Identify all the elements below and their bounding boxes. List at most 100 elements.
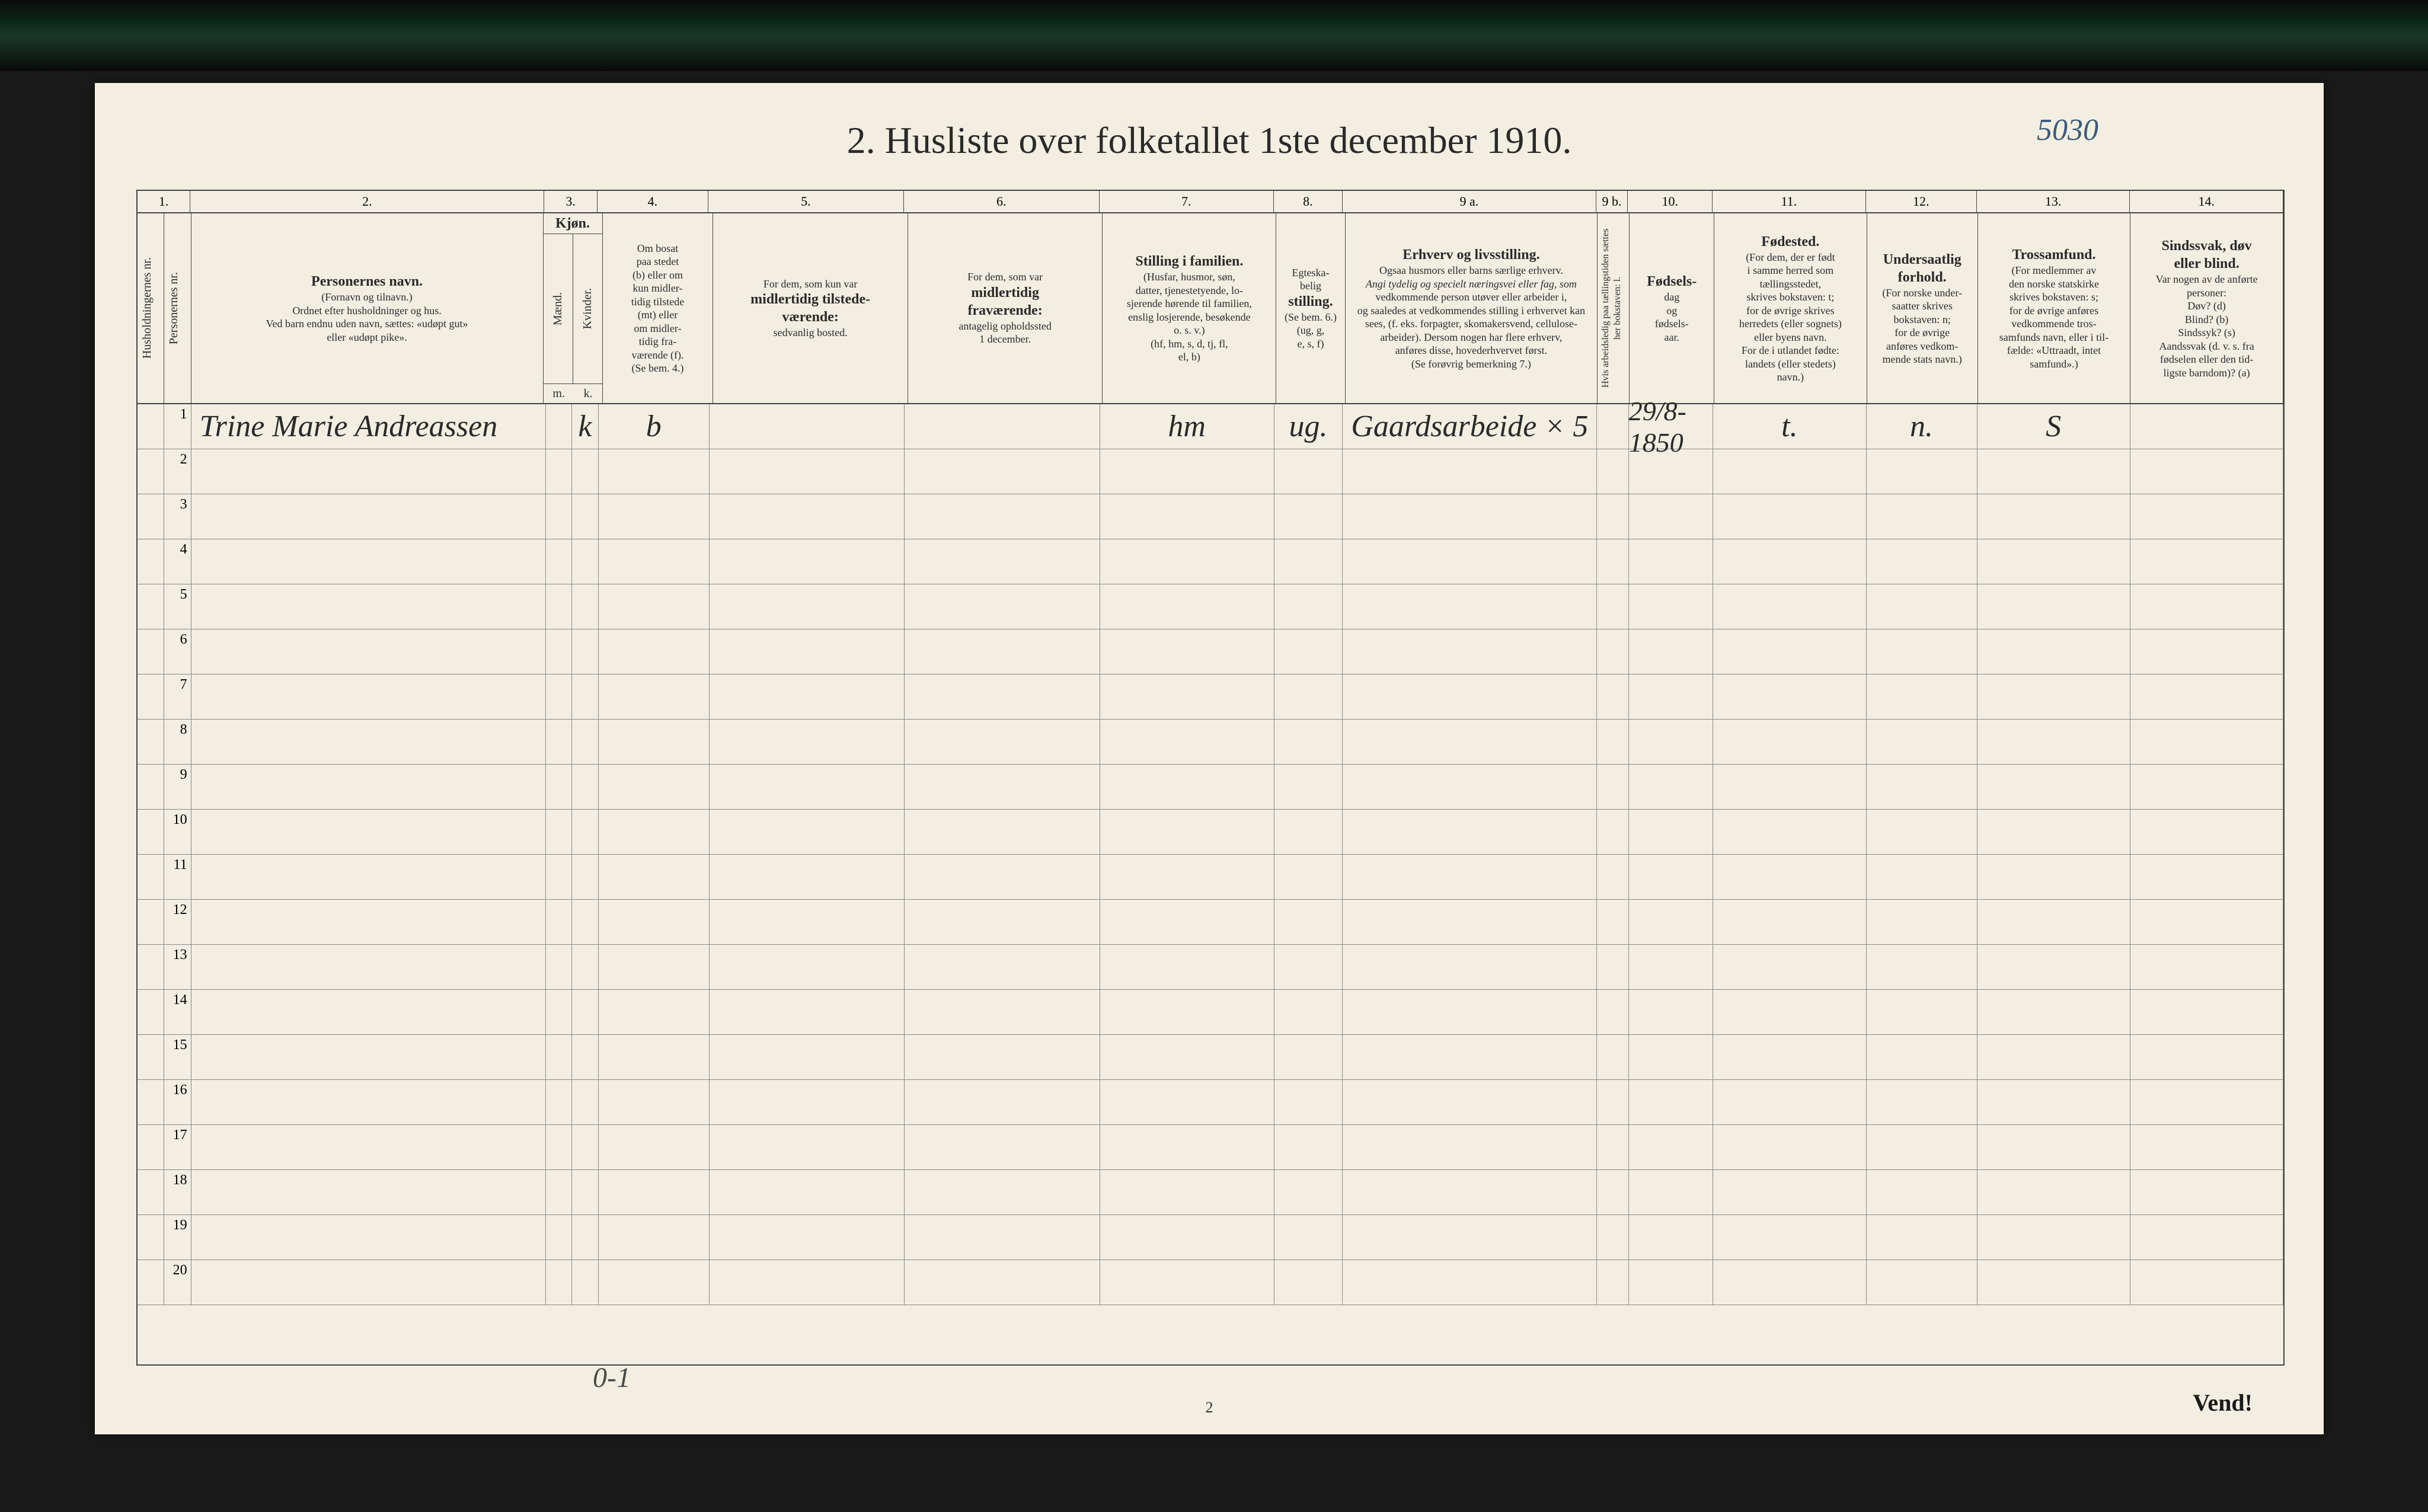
data-cell [1713, 584, 1866, 629]
data-cell [1713, 765, 1866, 810]
row-number: 5 [164, 584, 191, 629]
data-cell [546, 990, 573, 1035]
data-cell [1629, 900, 1714, 945]
table-row: 1Trine Marie Andreassenkbhmug.Gaardsarbe… [138, 404, 2283, 449]
data-cell [1274, 1080, 1343, 1125]
data-cell [1713, 720, 1866, 765]
column-header: Fødested.(For dem, der er fødti samme he… [1714, 213, 1867, 403]
row-number [138, 810, 164, 855]
data-cell [191, 765, 546, 810]
data-cell [191, 1170, 546, 1215]
data-cell [1100, 494, 1274, 539]
data-cell [191, 1035, 546, 1080]
data-cell [710, 1125, 905, 1170]
data-cell [2130, 810, 2283, 855]
data-cell [1867, 990, 1977, 1035]
data-cell [1343, 1170, 1597, 1215]
data-cell [1597, 900, 1629, 945]
data-cell [1100, 990, 1274, 1035]
data-cell [1713, 1080, 1866, 1125]
data-cell [1597, 539, 1629, 584]
data-cell: t. [1713, 404, 1866, 449]
table-body: 1Trine Marie Andreassenkbhmug.Gaardsarbe… [138, 404, 2283, 1305]
data-cell [710, 1170, 905, 1215]
data-cell [1629, 449, 1714, 494]
column-header: Egteska-beligstilling.(Se bem. 6.)(ug, g… [1276, 213, 1345, 403]
data-cell [1100, 449, 1274, 494]
column-header: For dem, som kun varmidlertidig tilstede… [713, 213, 908, 403]
data-cell [546, 765, 573, 810]
page-number: 2 [1206, 1399, 1213, 1417]
row-number [138, 1080, 164, 1125]
data-cell [1274, 629, 1343, 675]
data-cell [1274, 945, 1343, 990]
data-cell [1629, 1170, 1714, 1215]
data-cell [2130, 1260, 2283, 1305]
data-cell [599, 720, 710, 765]
data-cell [572, 990, 599, 1035]
table-row: 16 [138, 1080, 2283, 1125]
table-row: 10 [138, 810, 2283, 855]
data-cell [1713, 810, 1866, 855]
data-cell [2130, 720, 2283, 765]
data-cell [1597, 1035, 1629, 1080]
table-row: 7 [138, 675, 2283, 720]
data-cell [191, 675, 546, 720]
data-cell [572, 584, 599, 629]
data-cell [905, 539, 1100, 584]
column-number: 11. [1713, 191, 1866, 212]
data-cell [1713, 855, 1866, 900]
data-cell [905, 945, 1100, 990]
data-cell [599, 449, 710, 494]
data-cell [2130, 900, 2283, 945]
table-row: 9 [138, 765, 2283, 810]
data-cell [1100, 1260, 1274, 1305]
data-cell [1867, 539, 1977, 584]
data-cell [1977, 855, 2130, 900]
row-number: 4 [164, 539, 191, 584]
data-cell [191, 990, 546, 1035]
row-number: 14 [164, 990, 191, 1035]
data-cell [2130, 990, 2283, 1035]
data-cell [1274, 494, 1343, 539]
table-row: 11 [138, 855, 2283, 900]
data-cell [546, 945, 573, 990]
data-cell [1629, 584, 1714, 629]
data-cell [2130, 675, 2283, 720]
film-strip-border [0, 0, 2428, 71]
table-row: 20 [138, 1260, 2283, 1305]
data-cell [1100, 584, 1274, 629]
census-table: 1.2.3.4.5.6.7.8.9 a.9 b.10.11.12.13.14. … [136, 190, 2285, 1366]
data-cell [905, 494, 1100, 539]
data-cell [546, 629, 573, 675]
data-cell [1713, 675, 1866, 720]
data-cell [191, 1215, 546, 1260]
data-cell [1274, 765, 1343, 810]
data-cell [1629, 1035, 1714, 1080]
data-cell [1100, 1170, 1274, 1215]
data-cell: Trine Marie Andreassen [191, 404, 546, 449]
data-cell [1274, 1260, 1343, 1305]
table-row: 19 [138, 1215, 2283, 1260]
data-cell [546, 584, 573, 629]
data-cell [546, 720, 573, 765]
data-cell [599, 1125, 710, 1170]
data-cell [1343, 584, 1597, 629]
data-cell [1713, 494, 1866, 539]
data-cell [2130, 945, 2283, 990]
data-cell [572, 765, 599, 810]
column-header: Personernes navn.(Fornavn og tilnavn.)Or… [191, 213, 544, 403]
data-cell [1977, 449, 2130, 494]
data-cell [2130, 539, 2283, 584]
data-cell [1867, 945, 1977, 990]
data-cell [710, 855, 905, 900]
data-cell [1274, 539, 1343, 584]
data-cell [1977, 629, 2130, 675]
data-cell [1867, 1170, 1977, 1215]
data-cell [1867, 720, 1977, 765]
data-cell [710, 494, 905, 539]
data-cell [572, 900, 599, 945]
data-cell [546, 1125, 573, 1170]
table-row: 6 [138, 629, 2283, 675]
data-cell [1100, 855, 1274, 900]
